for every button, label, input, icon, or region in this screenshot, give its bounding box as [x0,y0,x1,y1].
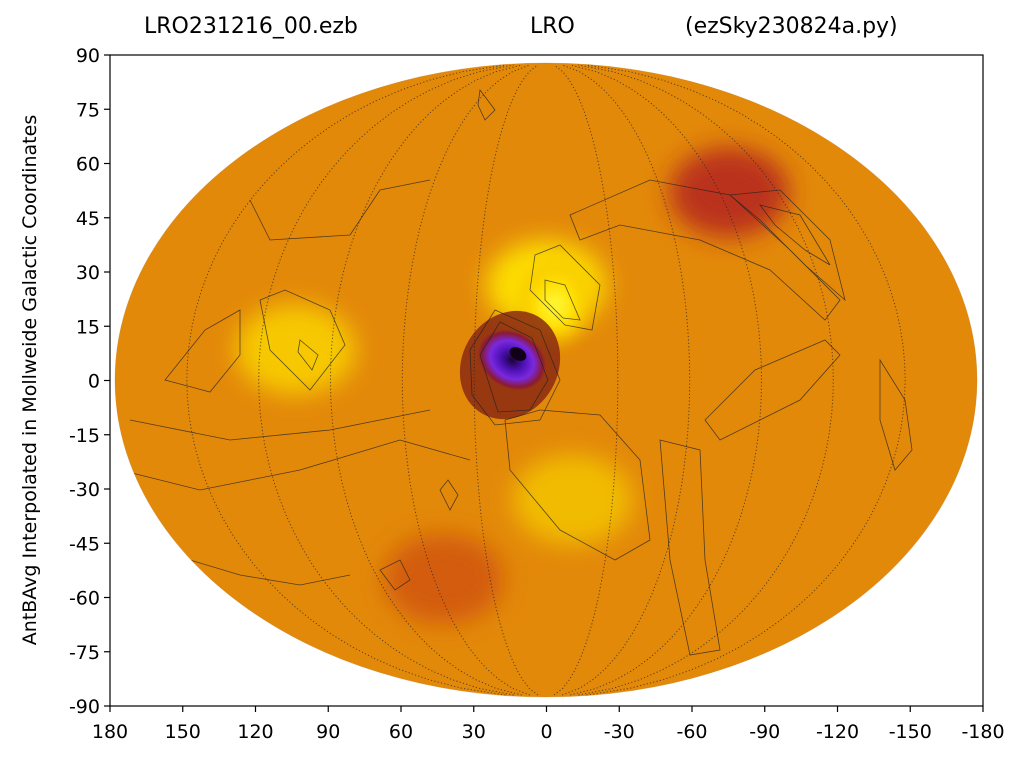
x-tick-label: 120 [237,721,273,743]
x-tick-label: 150 [165,721,201,743]
heatmap-region [512,454,633,545]
contour-line [544,279,581,321]
contour-line [479,321,549,413]
x-tick-label: -150 [889,721,932,743]
x-tick-label: -120 [816,721,859,743]
contour-line [704,339,841,441]
contour-line [129,409,431,441]
y-tick-label: -60 [69,588,100,610]
dotted-contour-line [586,64,906,696]
y-axis: 90 75 60 45 30 15 0 -15 -30 -45 -60 -75 -90 [69,45,110,718]
y-tick-label: 90 [76,45,100,67]
contour-line [379,559,411,591]
minimum-center [509,347,527,361]
contour-line [529,244,601,331]
sky-boundary [114,62,978,698]
y-tick-label: 30 [76,262,100,284]
y-tick-label: -15 [69,425,100,447]
contour-line [469,309,561,426]
dotted-contour-line [553,64,619,696]
contour-line [729,189,846,302]
contour-line [119,439,471,491]
chart-title-right: (ezSky230824a.py) [685,14,898,39]
contour-lines [119,88,913,656]
y-tick-label: -90 [69,696,100,718]
dotted-contour-line [473,64,539,696]
heatmap-region [669,147,790,238]
chart-title-center: LRO [530,14,575,39]
contour-line [189,559,351,586]
contour-line [879,358,913,471]
x-tick-label: -180 [961,721,1004,743]
x-tick-label: -90 [749,721,780,743]
contour-line [259,289,346,391]
x-tick-label: -30 [604,721,635,743]
x-tick-label: 0 [540,721,552,743]
x-tick-label: 90 [316,721,340,743]
y-tick-label: -30 [69,479,100,501]
dotted-contour-line [329,64,522,696]
x-tick-label: 60 [389,721,413,743]
dotted-contour-line [570,64,763,696]
y-tick-label: 15 [76,316,100,338]
x-tick-label: 30 [462,721,486,743]
y-tick-label: 75 [76,99,100,121]
contour-line [659,439,721,656]
y-tick-label: 60 [76,154,100,176]
x-tick-label: -60 [676,721,707,743]
x-axis: 180 150 120 90 60 30 0 -30 -60 -90 -120 -150 -180 [92,706,1005,743]
contour-line [569,179,841,321]
dotted-contour-line [401,64,530,696]
x-tick-label: 180 [92,721,128,743]
dotted-contour-line [578,64,834,696]
minimum-core [475,327,549,393]
y-tick-label: 0 [88,371,100,393]
heatmap-region [383,534,504,625]
contour-line [439,479,459,511]
dotted-contour-lines [186,64,906,696]
heatmap-region [235,304,356,395]
dotted-contour-line [562,64,691,696]
contour-line [249,179,431,241]
dotted-contour-line [186,64,506,696]
chart-title-left: LRO231216_00.ezb [144,14,358,39]
y-tick-label: 45 [76,208,100,230]
y-tick-label: -75 [69,642,100,664]
dotted-contour-line [258,64,514,696]
y-tick-label: -45 [69,533,100,555]
contour-line [164,309,241,393]
heatmap [115,63,977,697]
contour-line [759,204,831,266]
contour-line [504,409,651,561]
contour-line [297,339,319,371]
